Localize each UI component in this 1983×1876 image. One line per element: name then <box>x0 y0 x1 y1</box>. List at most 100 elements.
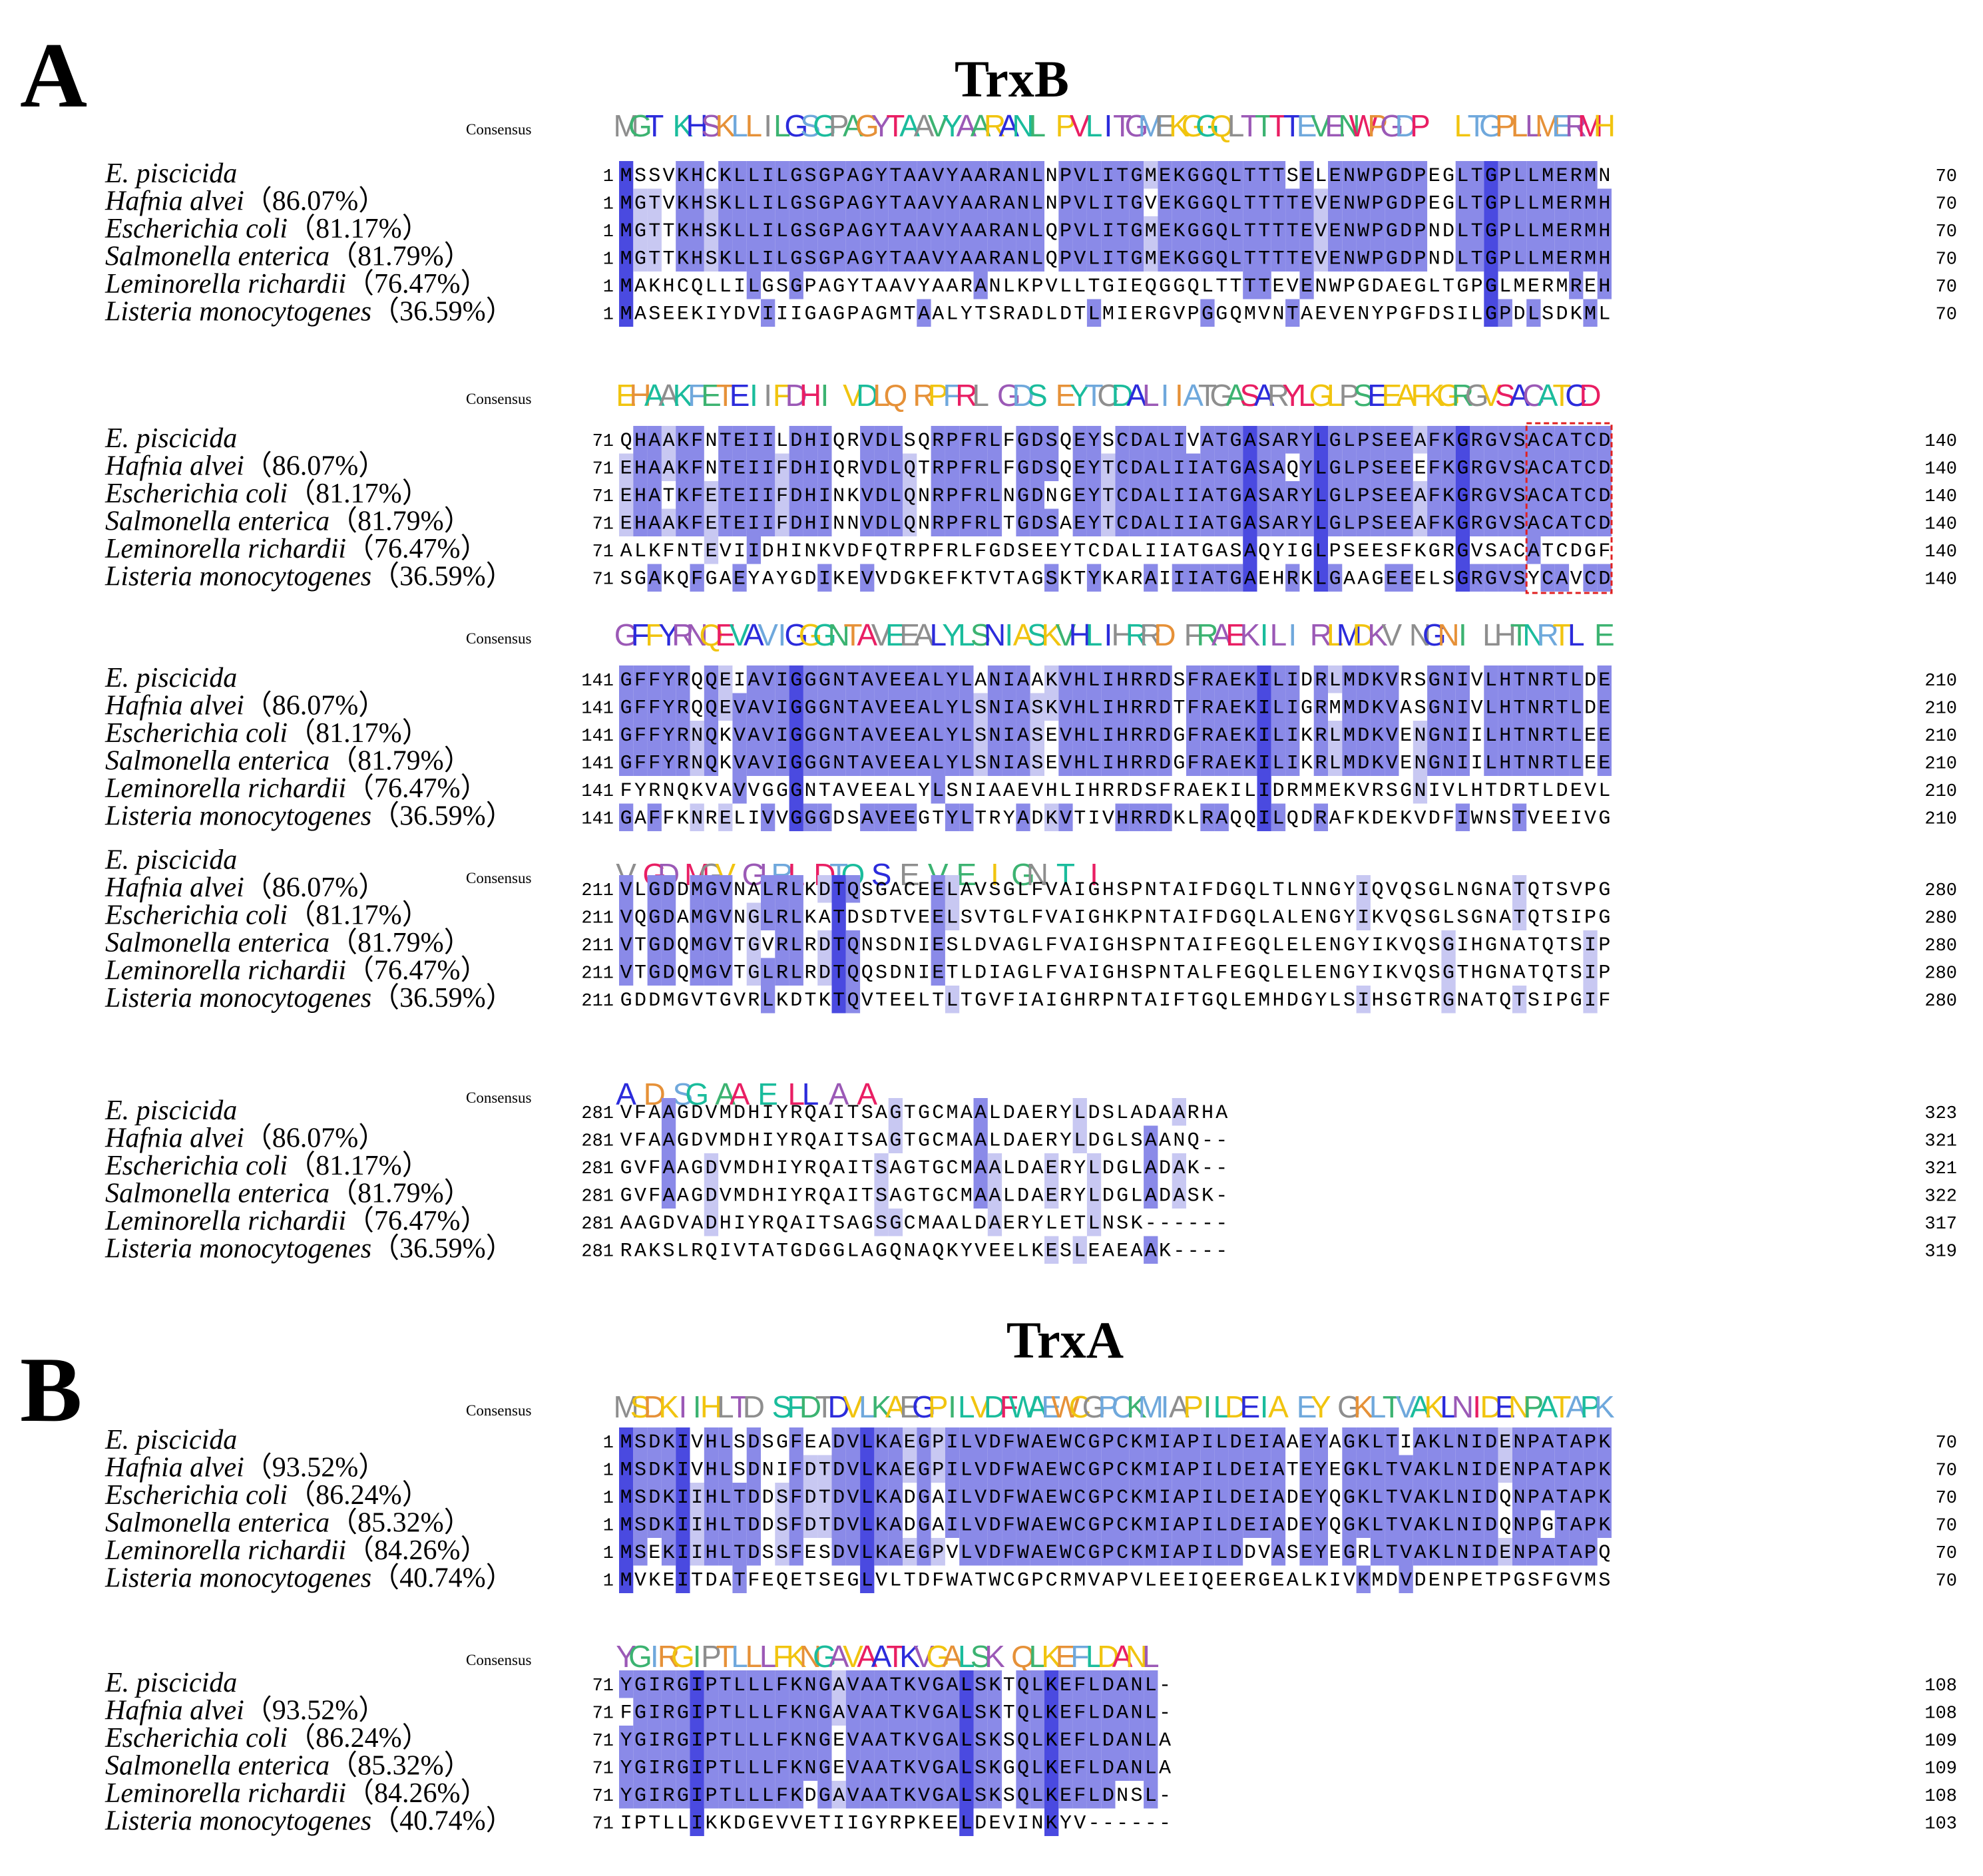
residue: G <box>634 248 646 271</box>
residue: G <box>1598 808 1610 831</box>
residue: G <box>819 220 831 243</box>
residue: L <box>1003 1185 1015 1208</box>
residue: Q <box>776 1570 788 1593</box>
residue: F <box>1400 540 1412 563</box>
residue: L <box>748 1702 760 1725</box>
residue: A <box>861 725 873 747</box>
residue: E <box>889 808 901 831</box>
residue: G <box>1329 430 1341 453</box>
residue: L <box>904 780 916 803</box>
residue: K <box>1173 220 1185 243</box>
residue: I <box>1258 780 1270 803</box>
end-position: 210 <box>1924 727 1957 747</box>
consensus-letter: E <box>730 378 750 413</box>
start-position: 281 <box>581 1159 614 1179</box>
residue: Q <box>1215 248 1227 271</box>
residue: L <box>932 725 944 747</box>
residue: Y <box>947 220 959 243</box>
residue: E <box>1060 1213 1072 1235</box>
consensus-letter: I <box>820 378 829 413</box>
residue: D <box>975 934 987 957</box>
residue: I <box>1159 1459 1171 1482</box>
residue: G <box>691 1185 703 1208</box>
residue: S <box>634 1542 646 1565</box>
residue: I <box>819 458 831 480</box>
residue: V <box>975 1515 987 1537</box>
residue: A <box>748 725 760 747</box>
residue: C <box>947 1185 959 1208</box>
species-name: E. piscicida <box>105 663 237 693</box>
residue: R <box>989 808 1000 831</box>
residue: S <box>1442 568 1454 591</box>
residue: S <box>1130 1130 1142 1153</box>
residue: L <box>1202 276 1213 298</box>
residue: L <box>663 1813 675 1835</box>
residue: E <box>904 990 916 1012</box>
residue: H <box>691 220 703 243</box>
residue: T <box>1116 165 1128 188</box>
residue: V <box>1046 879 1058 902</box>
residue: L <box>1145 1758 1157 1780</box>
residue: T <box>1556 1515 1568 1537</box>
end-position: 108 <box>1924 1704 1957 1724</box>
residue: Q <box>677 780 689 803</box>
residue: H <box>705 1487 717 1509</box>
residue: D <box>1159 1157 1171 1180</box>
residue: G <box>762 780 774 803</box>
residue: V <box>847 1785 859 1807</box>
residue: V <box>1074 248 1086 271</box>
residue: E <box>1386 808 1398 831</box>
residue: D <box>790 458 802 480</box>
start-position: 1 <box>603 195 614 215</box>
residue: E <box>1386 430 1398 453</box>
residue: T <box>1215 430 1227 453</box>
residue: A <box>663 513 675 536</box>
residue: L <box>961 1459 973 1482</box>
residue: L <box>847 1240 859 1263</box>
species-name: Escherichia coli <box>105 1480 288 1511</box>
residue: G <box>1301 990 1313 1012</box>
residue: R <box>748 990 760 1012</box>
residue: D <box>805 1459 817 1482</box>
residue: C <box>1074 1515 1086 1537</box>
residue: D <box>663 879 675 902</box>
residue: V <box>1074 1813 1086 1835</box>
residue: R <box>805 934 817 957</box>
residue: Q <box>1414 962 1426 985</box>
residue: A <box>1272 1487 1284 1509</box>
residue: G <box>648 907 660 930</box>
consensus-letter: P <box>928 1390 949 1424</box>
residue: N <box>1329 934 1341 957</box>
residue: D <box>1429 808 1440 831</box>
residue: E <box>1244 990 1256 1012</box>
residue: T <box>1556 725 1568 747</box>
residue: V <box>790 1813 802 1835</box>
residue: L <box>1514 193 1526 216</box>
residue: L <box>776 220 788 243</box>
residue: R <box>989 193 1000 216</box>
residue: L <box>1570 725 1582 747</box>
residue: I <box>1258 1515 1270 1537</box>
residue: R <box>1315 669 1327 692</box>
species-name: Hafnia alvei <box>105 691 244 721</box>
residue: I <box>1159 990 1171 1012</box>
species-identity: （93.52%） <box>244 1453 387 1483</box>
residue: A <box>1145 1185 1157 1208</box>
residue: E <box>620 485 632 508</box>
residue: R <box>1202 725 1213 747</box>
residue: D <box>833 808 845 831</box>
residue: I <box>1471 1515 1483 1537</box>
species-name: Salmonella enterica <box>105 242 330 272</box>
residue: F <box>1074 1702 1086 1725</box>
residue: Q <box>1287 808 1299 831</box>
residue: V <box>975 879 987 902</box>
residue: H <box>762 1157 774 1180</box>
residue: N <box>861 934 873 957</box>
residue: Q <box>1372 879 1384 902</box>
residue: E <box>1400 485 1412 508</box>
residue: P <box>1060 193 1072 216</box>
residue: Y <box>1060 1130 1072 1153</box>
residue: V <box>1060 808 1072 831</box>
consensus-letter: Y <box>942 108 963 143</box>
residue: T <box>1514 725 1526 747</box>
